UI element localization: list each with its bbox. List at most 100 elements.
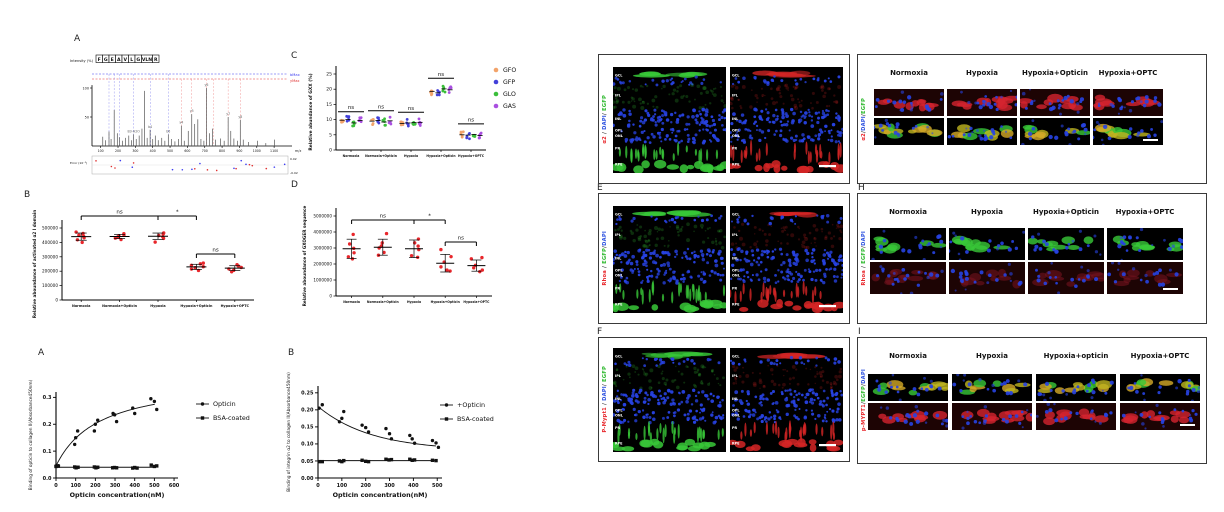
channel-label-segment: EGFP — [860, 386, 867, 403]
svg-text:+Opticin: +Opticin — [457, 401, 485, 409]
gxx-scatter-chart: 0 5 10 15 20 25 Normoxia Normoxia+Opticin Hypoxi… — [296, 56, 554, 172]
channel-side-label: α2/DAPI/EGFP — [858, 55, 869, 183]
svg-text:GCL: GCL — [732, 354, 740, 358]
grid-fluorescence-image — [1028, 228, 1104, 260]
svg-text:Normoxia: Normoxia — [343, 154, 360, 158]
svg-text:0.05: 0.05 — [301, 459, 314, 465]
retina-fluorescence-image-red: GCL IPL INL OPL ONL PR RPE — [730, 348, 843, 452]
svg-text:BSA-coated: BSA-coated — [457, 415, 494, 423]
svg-text:0.10: 0.10 — [301, 442, 314, 448]
svg-text:*: * — [428, 214, 431, 220]
svg-text:*: * — [176, 210, 179, 216]
svg-text:BSA-coated: BSA-coated — [213, 414, 250, 422]
svg-text:IPL: IPL — [732, 374, 739, 378]
svg-text:RPE: RPE — [615, 163, 623, 167]
svg-text:OPL: OPL — [732, 408, 740, 412]
svg-text:GCL: GCL — [732, 74, 740, 78]
svg-text:0.00: 0.00 — [301, 476, 314, 482]
grid-fluorescence-image — [1020, 89, 1090, 116]
svg-text:Normoxia: Normoxia — [343, 300, 360, 304]
svg-text:ns: ns — [438, 72, 444, 78]
svg-text:300: 300 — [110, 483, 121, 489]
svg-text:0.20: 0.20 — [301, 408, 314, 414]
svg-text:400: 400 — [408, 483, 419, 489]
channel-label-segment: DAPI — [601, 114, 608, 130]
svg-text:INL: INL — [615, 397, 622, 401]
channel-label-segment: Rhoa — [601, 270, 608, 286]
svg-text:PR: PR — [732, 286, 737, 290]
svg-text:RPE: RPE — [732, 303, 740, 307]
svg-text:1000000: 1000000 — [313, 278, 332, 283]
channel-side-label: α2 / DAPI/ EGFP — [599, 55, 610, 183]
svg-text:Binding of opticin to collagen: Binding of opticin to collagen II(Absorb… — [28, 379, 34, 490]
svg-text:INL: INL — [615, 117, 622, 121]
channel-label-segment: / — [601, 382, 608, 387]
svg-text:Relative abundance of GXX (%): Relative abundance of GXX (%) — [308, 73, 314, 150]
svg-text:PR: PR — [732, 426, 737, 430]
svg-text:ns: ns — [408, 106, 414, 112]
grid-fluorescence-image — [874, 118, 944, 145]
svg-text:0.25: 0.25 — [301, 391, 314, 397]
svg-text:600: 600 — [184, 149, 190, 153]
channel-label-segment: DAPI — [601, 386, 608, 402]
svg-text:0: 0 — [329, 148, 332, 154]
condition-header: Hypoxia+Opticin — [1022, 69, 1088, 77]
svg-text:4000000: 4000000 — [313, 230, 332, 235]
channel-label-segment: EGFP — [601, 94, 608, 111]
svg-text:A: A — [117, 57, 121, 63]
channel-label-segment: α2 — [860, 132, 867, 141]
svg-text:25: 25 — [326, 72, 332, 78]
svg-text:yMax: yMax — [290, 79, 300, 83]
svg-text:ns: ns — [348, 105, 354, 111]
svg-text:Relative aboundance of activat: Relative aboundance of activated α2 I do… — [32, 210, 37, 319]
panel-label-h: H — [858, 183, 865, 193]
svg-text:ns: ns — [378, 104, 384, 110]
svg-text:ns: ns — [380, 214, 386, 220]
activated-a2-scatter-chart: 0 100000 200000 300000 400000 500000 Normoxia N… — [26, 196, 271, 328]
panel-label-f: F — [597, 327, 603, 337]
panel-label-massspec: A — [74, 34, 81, 44]
svg-text:GLO: GLO — [503, 91, 516, 98]
svg-text:OPL: OPL — [615, 268, 623, 272]
svg-text:700: 700 — [202, 149, 208, 153]
grid-fluorescence-image — [1107, 262, 1183, 294]
svg-text:1000: 1000 — [253, 149, 261, 153]
svg-text:IPL: IPL — [615, 94, 622, 98]
channel-label-segment: / — [601, 110, 608, 115]
condition-header: Hypoxia+opticin — [1043, 352, 1109, 360]
svg-text:400000: 400000 — [42, 240, 58, 245]
channel-side-label: P-Mypt1 / DAPI/ EGFP — [599, 338, 610, 461]
svg-text:GCL: GCL — [615, 213, 623, 217]
svg-text:200: 200 — [360, 483, 371, 489]
svg-text:ns: ns — [212, 248, 218, 254]
channel-label-segment: p-MYPT1 — [860, 404, 867, 432]
svg-text:Hypoxia+Opticin: Hypoxia+Opticin — [426, 154, 455, 158]
grid-fluorescence-image — [1028, 262, 1104, 294]
svg-text:0.0: 0.0 — [43, 476, 52, 482]
channel-label-segment: / — [601, 401, 608, 408]
grid-fluorescence-image — [1120, 374, 1200, 401]
grid-fluorescence-image — [947, 118, 1017, 145]
svg-text:y7: y7 — [226, 112, 230, 116]
svg-text:-0.02: -0.02 — [290, 171, 298, 175]
grid-fluorescence-image — [1036, 374, 1116, 401]
svg-text:y4: y4 — [179, 121, 183, 125]
svg-text:RPE: RPE — [615, 442, 623, 446]
condition-header: Normoxia — [890, 69, 928, 77]
svg-text:0.15: 0.15 — [301, 425, 314, 431]
channel-label-segment: / — [860, 246, 867, 249]
svg-text:INL: INL — [732, 257, 739, 261]
retina-fluorescence-image-green: GCL IPL INL OPL ONL PR RPE — [613, 206, 726, 313]
svg-text:0: 0 — [316, 483, 320, 489]
svg-text:500000: 500000 — [42, 226, 58, 231]
svg-text:300: 300 — [132, 149, 138, 153]
svg-text:PR: PR — [615, 147, 620, 151]
svg-text:ONL: ONL — [732, 414, 741, 418]
integrin-binding-line-chart: 0.00 0.05 0.10 0.15 0.20 0.25 0 100 200 300 400 500… — [282, 348, 527, 512]
svg-text:100: 100 — [337, 483, 348, 489]
massspec-svg: Intensity (%) F G E A V L G VLN RbMaxyMax10050100… — [70, 54, 301, 175]
grid-fluorescence-image — [870, 228, 946, 260]
svg-text:900: 900 — [236, 149, 242, 153]
